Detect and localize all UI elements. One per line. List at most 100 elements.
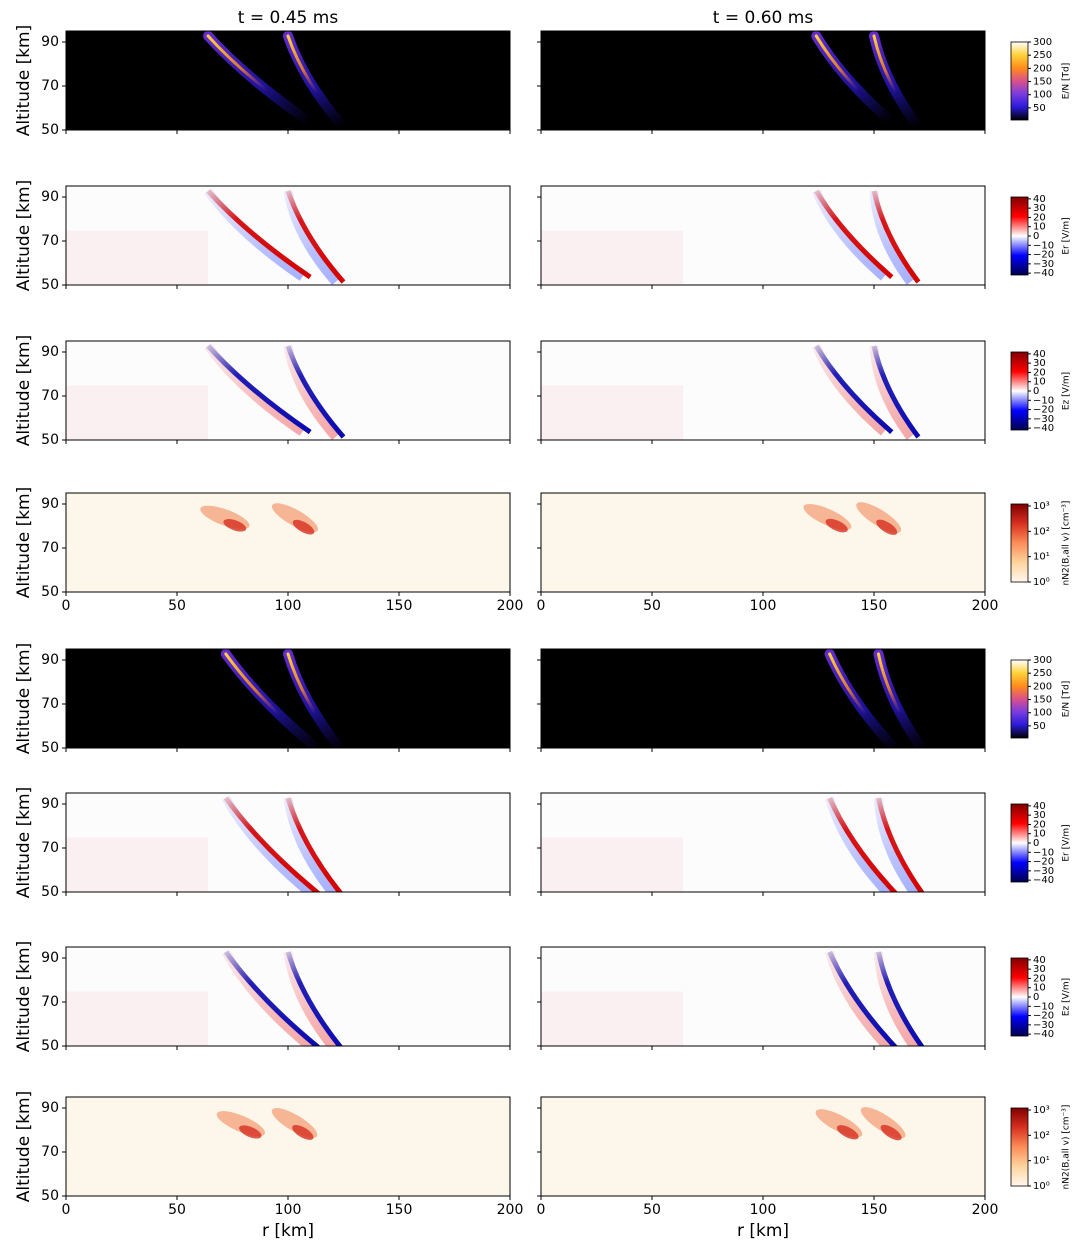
panel	[66, 793, 510, 892]
panel	[66, 493, 510, 592]
colorbar-tick-label: 50	[1033, 721, 1046, 732]
colorbar-tick-label: −10	[1033, 847, 1054, 858]
column-title: t = 0.45 ms	[238, 8, 339, 28]
panel	[541, 649, 985, 748]
x-tick-label: 100	[750, 598, 777, 614]
field-streak	[223, 950, 321, 1046]
panel-background	[541, 31, 985, 130]
density-core	[292, 1124, 314, 1140]
colorbar-tick-label: 20	[1033, 973, 1046, 984]
colorbar-tick-label: 100	[1033, 708, 1052, 719]
y-tick-label: 90	[41, 1100, 59, 1116]
colorbar-tick-label: 150	[1033, 77, 1052, 88]
colorbar-label: nN2(B,all v) [cm⁻³]	[1062, 1105, 1072, 1190]
colorbar-tick-label: 10¹	[1033, 1156, 1050, 1167]
panel	[66, 186, 510, 285]
colorbar-tick-label: −30	[1033, 414, 1054, 425]
colorbar	[1010, 351, 1029, 431]
colorbar-tick-label: 10	[1033, 983, 1046, 994]
y-tick-label: 70	[41, 840, 59, 856]
y-tick-label: 50	[41, 122, 59, 138]
faint-region	[66, 230, 209, 285]
colorbar-tick-label: 0	[1033, 386, 1039, 397]
x-tick-label: 200	[972, 1202, 999, 1218]
colorbar	[1010, 1107, 1029, 1187]
colorbar-tick-label: 30	[1033, 810, 1046, 821]
colorbar-tick-label: 300	[1033, 655, 1052, 666]
colorbar-tick-label: −40	[1033, 875, 1054, 886]
field-streak	[223, 796, 321, 892]
y-tick-label: 70	[41, 1144, 59, 1160]
colorbar	[1010, 659, 1029, 739]
panel	[541, 793, 985, 892]
density-core	[292, 519, 315, 535]
y-tick-label: 50	[41, 432, 59, 448]
colorbar-tick-label: −30	[1033, 1020, 1054, 1031]
x-tick-label: 200	[972, 598, 999, 614]
panel	[541, 186, 985, 285]
x-tick-label: 150	[386, 1202, 413, 1218]
panel	[541, 1097, 985, 1196]
colorbar-label: Ez [V/m]	[1062, 978, 1072, 1016]
x-tick-label: 100	[275, 598, 302, 614]
panel	[66, 341, 510, 440]
y-tick-label: 90	[41, 34, 59, 50]
colorbar-tick-label: 0	[1033, 992, 1039, 1003]
field-streak	[827, 796, 898, 892]
colorbar-tick-label: 10²	[1033, 1130, 1050, 1141]
x-tick-label: 50	[168, 1202, 186, 1218]
colorbar-label: Ez [V/m]	[1062, 372, 1072, 410]
x-tick-label: 0	[62, 598, 71, 614]
field-streak	[285, 345, 346, 439]
field-core	[828, 652, 897, 748]
colorbar-tick-label: 20	[1033, 367, 1046, 378]
field-streak	[814, 189, 894, 279]
y-tick-label: 70	[41, 388, 59, 404]
y-tick-label: 70	[41, 994, 59, 1010]
field-streak	[875, 951, 925, 1046]
y-axis-label: Altitude [km]	[14, 643, 34, 755]
y-tick-label: 70	[41, 78, 59, 94]
faint-region	[66, 837, 209, 892]
field-core	[206, 34, 312, 124]
x-axis-label: r [km]	[262, 1221, 314, 1241]
faint-region	[541, 230, 684, 285]
panel-background	[541, 493, 985, 592]
x-tick-label: 50	[643, 598, 661, 614]
colorbar-tick-label: 0	[1033, 231, 1039, 242]
field-streak	[871, 190, 921, 284]
y-axis-label: Altitude [km]	[14, 487, 34, 599]
faint-region	[541, 837, 684, 892]
colorbar-label: E/N [Td]	[1062, 681, 1072, 718]
field-streak	[285, 951, 343, 1046]
y-tick-label: 90	[41, 652, 59, 668]
colorbar-tick-label: 200	[1033, 63, 1052, 74]
field-streak	[285, 797, 343, 892]
colorbar-tick-label: −30	[1033, 259, 1054, 270]
colorbar-tick-label: 250	[1033, 668, 1052, 679]
colorbar	[1010, 196, 1029, 276]
colorbar-tick-label: 10³	[1033, 1105, 1050, 1116]
colorbar-tick-label: 30	[1033, 358, 1046, 369]
y-tick-label: 50	[41, 740, 59, 756]
panel	[66, 1097, 510, 1196]
colorbar-label: Er [V/m]	[1062, 217, 1072, 254]
field-core	[876, 652, 924, 748]
colorbar-tick-label: 10²	[1033, 526, 1050, 537]
density-core	[223, 519, 247, 532]
field-streak	[814, 344, 894, 434]
colorbar-tick-label: 50	[1033, 103, 1046, 114]
colorbar-tick-label: 0	[1033, 838, 1039, 849]
x-tick-label: 100	[750, 1202, 777, 1218]
y-tick-label: 50	[41, 1038, 59, 1054]
y-tick-label: 90	[41, 344, 59, 360]
panel	[66, 31, 510, 130]
density-core	[239, 1125, 262, 1139]
panel	[66, 649, 510, 748]
y-axis-label: Altitude [km]	[14, 1091, 34, 1203]
x-tick-label: 0	[537, 598, 546, 614]
colorbar-tick-label: −40	[1033, 423, 1054, 434]
density-core	[880, 1124, 902, 1141]
colorbar-tick-label: 10³	[1033, 501, 1050, 512]
y-tick-label: 90	[41, 950, 59, 966]
